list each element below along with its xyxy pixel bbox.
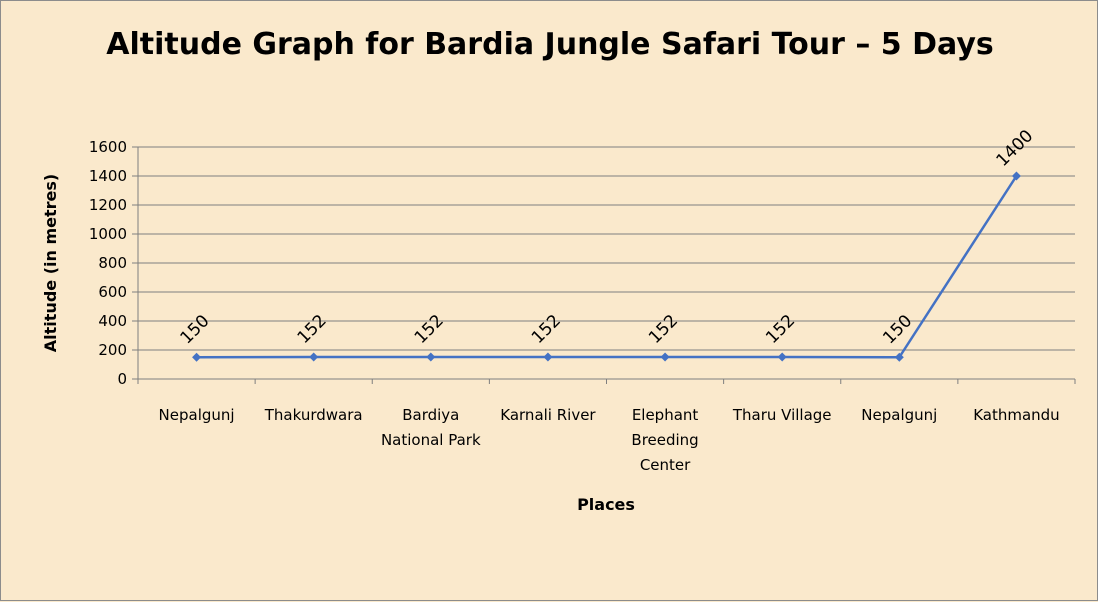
data-label: 150 bbox=[879, 311, 916, 348]
chart-title: Altitude Graph for Bardia Jungle Safari … bbox=[106, 27, 993, 62]
data-point-marker bbox=[1011, 171, 1021, 181]
y-tick-label: 0 bbox=[117, 370, 127, 388]
x-category-label: Kathmandu bbox=[973, 406, 1060, 424]
y-tick-label: 800 bbox=[98, 254, 127, 272]
data-label: 152 bbox=[645, 311, 682, 348]
data-point-marker bbox=[660, 352, 670, 362]
data-label: 152 bbox=[294, 311, 331, 348]
y-axis-title: Altitude (in metres) bbox=[41, 174, 60, 352]
data-point-marker bbox=[192, 352, 202, 362]
series-line-layer bbox=[192, 171, 1021, 362]
x-category-label: Nepalgunj bbox=[861, 406, 937, 424]
x-category-label: Nepalgunj bbox=[159, 406, 235, 424]
y-tick-label: 1000 bbox=[89, 225, 127, 243]
x-category-label: Karnali River bbox=[500, 406, 596, 424]
y-tick-label: 1600 bbox=[89, 138, 127, 156]
x-category-label: Tharu Village bbox=[732, 406, 832, 424]
data-point-marker bbox=[543, 352, 553, 362]
data-point-marker bbox=[894, 352, 904, 362]
y-tick-label: 200 bbox=[98, 341, 127, 359]
data-label: 152 bbox=[528, 311, 565, 348]
data-point-marker bbox=[777, 352, 787, 362]
x-category-label: Thakurdwara bbox=[264, 406, 363, 424]
x-axis-category-labels: Nepalgunj Thakurdwara Bardiya National Park… bbox=[159, 406, 1060, 474]
y-tick-label: 600 bbox=[98, 283, 127, 301]
data-point-marker bbox=[309, 352, 319, 362]
x-category-label: Elephant Breeding Center bbox=[631, 406, 698, 474]
data-label: 152 bbox=[411, 311, 448, 348]
y-tick-label: 1400 bbox=[89, 167, 127, 185]
series-line bbox=[196, 175, 1018, 359]
y-tick-label: 1200 bbox=[89, 196, 127, 214]
data-label: 150 bbox=[176, 311, 213, 348]
gridlines bbox=[132, 146, 1076, 384]
data-label: 152 bbox=[762, 311, 799, 348]
y-tick-label: 400 bbox=[98, 312, 127, 330]
data-labels: 150 152 152 152 152 152 150 1400 bbox=[176, 126, 1037, 348]
y-axis-tick-labels: 0 200 400 600 800 1000 1200 1400 1600 bbox=[89, 138, 127, 388]
data-label: 1400 bbox=[993, 126, 1038, 171]
x-category-label: Bardiya National Park bbox=[381, 406, 481, 449]
data-point-marker bbox=[426, 352, 436, 362]
x-axis-title: Places bbox=[577, 495, 635, 514]
